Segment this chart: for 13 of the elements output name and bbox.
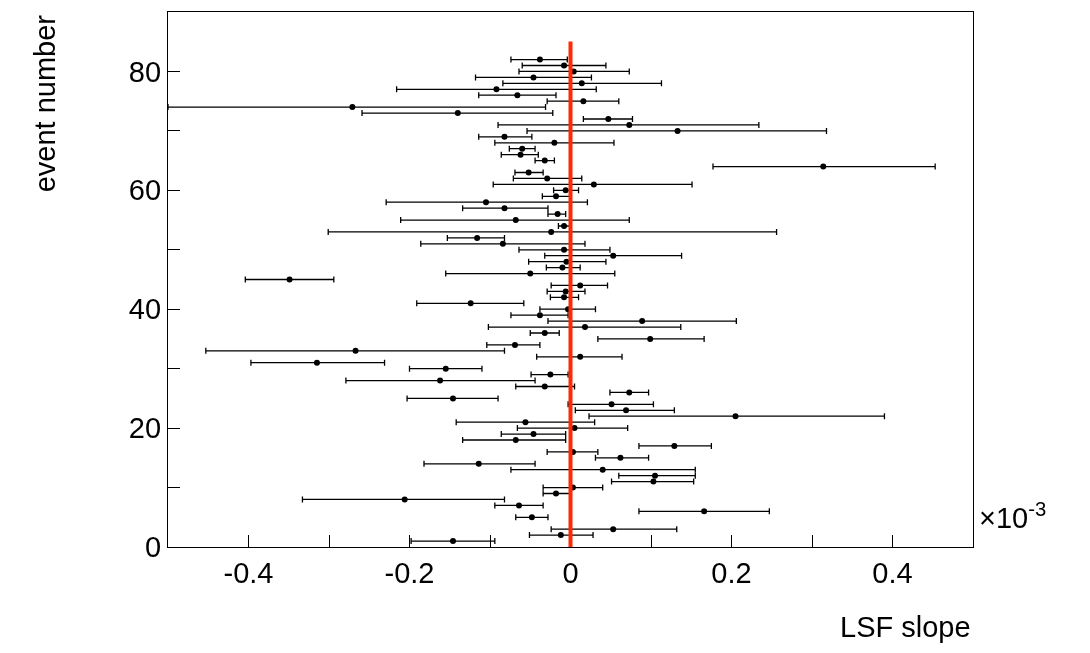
y-tick-label: 0 — [144, 531, 162, 564]
x-tick-label: 0.2 — [711, 556, 752, 589]
x-tick-label: -0.4 — [223, 556, 274, 589]
x-tick-label: 0.4 — [872, 556, 913, 589]
x-axis-title: LSF slope — [840, 611, 971, 643]
y-tick-label: 60 — [128, 174, 162, 207]
y-tick-label: 80 — [128, 55, 162, 88]
x-tick-label: 0 — [562, 556, 579, 589]
y-axis-title: event number — [29, 14, 62, 193]
y-tick-label: 40 — [128, 293, 162, 326]
x-tick-label: -0.2 — [384, 556, 435, 589]
text: ×10$^{-3}$ — [979, 498, 1047, 535]
y-tick-label: 20 — [128, 412, 162, 445]
